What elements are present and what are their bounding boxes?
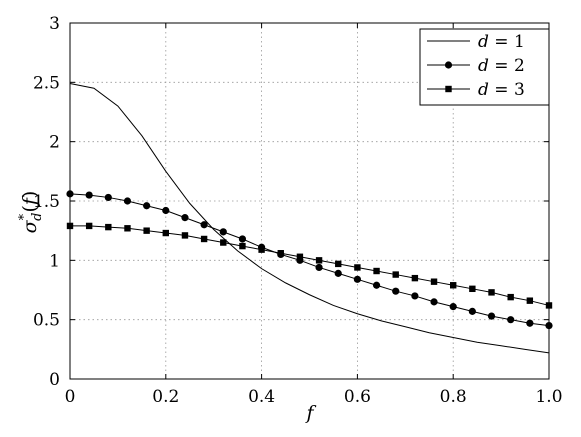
data-point [411, 292, 419, 300]
data-point [105, 223, 112, 231]
data-point [468, 307, 476, 315]
data-point [238, 235, 247, 243]
data-point [353, 275, 361, 283]
data-point [450, 282, 457, 289]
legend-entry: d = 2 [427, 56, 525, 76]
legend-label: d = 2 [478, 56, 525, 76]
data-point [162, 206, 170, 215]
data-point [334, 269, 342, 277]
data-point [143, 202, 151, 210]
y-tick-label: 0 [49, 370, 60, 390]
series-line [69, 83, 550, 354]
data-point [335, 260, 342, 268]
y-tick-label: 2.5 [33, 73, 60, 93]
data-point [469, 285, 476, 293]
data-point [162, 229, 169, 237]
y-tick-label: 2 [49, 133, 60, 153]
x-tick-label: 0 [65, 387, 76, 407]
data-point [124, 225, 131, 232]
data-point [449, 303, 457, 311]
legend-box [419, 28, 550, 106]
legend: d = 1 d = 2 d = 3 [419, 28, 550, 106]
data-point [143, 227, 150, 234]
data-point [220, 239, 227, 246]
x-tick-label: 0.2 [152, 387, 179, 407]
data-point [507, 293, 514, 301]
y-axis-label: σ*d(f) [17, 191, 45, 234]
data-point [526, 297, 534, 304]
data-point [296, 253, 304, 260]
data-point [430, 278, 438, 285]
series-1 [69, 83, 550, 354]
x-tick-label: 0.4 [248, 387, 275, 407]
data-point [488, 289, 495, 296]
data-point [239, 242, 246, 250]
data-point [181, 214, 189, 222]
y-tick-label: 1.5 [33, 192, 60, 212]
legend-marker [445, 85, 452, 93]
data-point [373, 267, 380, 275]
data-point [487, 312, 496, 320]
legend-entry: d = 3 [427, 80, 525, 100]
data-point [315, 263, 323, 272]
data-point [430, 298, 438, 306]
data-point [507, 316, 515, 324]
legend-marker [444, 61, 453, 69]
data-point [315, 257, 323, 264]
axis-ticks: 0 0.2 0.4 0.6 0.8 1.0 0 0.5 1 1.5 2 2.5 3 [33, 14, 563, 407]
data-point [181, 232, 189, 239]
data-point [123, 197, 132, 205]
x-tick-label: 1.0 [535, 387, 562, 407]
data-point [85, 222, 93, 230]
series-line [69, 193, 550, 327]
data-point [258, 246, 265, 253]
legend-label: d = 3 [478, 80, 525, 100]
y-tick-label: 3 [49, 14, 60, 34]
data-point [392, 287, 400, 295]
y-tick-label: 1 [49, 251, 60, 271]
series-line [70, 225, 550, 306]
series-layer [66, 83, 553, 354]
data-point [392, 271, 399, 278]
x-tick-label: 0.6 [344, 387, 371, 407]
data-point [219, 228, 227, 236]
data-point [104, 193, 112, 202]
y-tick-label: 0.5 [33, 311, 60, 331]
data-point [200, 221, 208, 229]
data-point [85, 191, 93, 199]
series-2 [66, 190, 553, 330]
legend-label: d = 1 [478, 32, 525, 52]
series-3 [66, 222, 553, 309]
data-point [277, 250, 284, 257]
data-point [526, 319, 534, 327]
x-axis-label: f [304, 402, 316, 424]
data-point [354, 264, 361, 271]
data-point [372, 281, 381, 289]
svg-text:σ*d(f): σ*d(f) [17, 191, 45, 234]
legend-entry: d = 1 [427, 32, 525, 52]
data-point [411, 274, 419, 282]
data-point [200, 235, 208, 243]
x-tick-label: 0.8 [440, 387, 467, 407]
